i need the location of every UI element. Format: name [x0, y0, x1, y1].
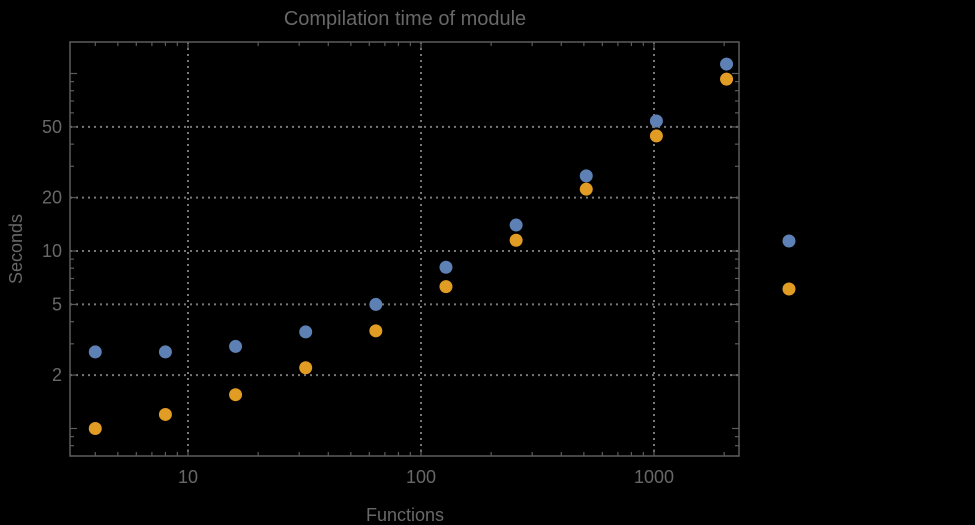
data-points: [88, 57, 734, 435]
x-tick-label-1000: 1000: [634, 467, 674, 487]
y-tick-label-2: 2: [52, 365, 62, 385]
x-tick-label-10: 10: [178, 467, 198, 487]
x-tick-label-100: 100: [406, 467, 436, 487]
point-series-1-x64: [369, 297, 383, 311]
axis-ticks: [70, 42, 739, 457]
point-series-1-x1024: [649, 114, 663, 128]
point-series-2-x8: [158, 407, 172, 421]
point-series-1-x32: [299, 325, 313, 339]
point-series-2-x128: [439, 280, 453, 294]
point-series-2-x2048: [720, 72, 734, 86]
point-series-1-x256: [509, 218, 523, 232]
point-series-1-x16: [229, 339, 243, 353]
y-tick-label-20: 20: [42, 188, 62, 208]
y-tick-label-50: 50: [42, 117, 62, 137]
point-series-2-x256: [509, 233, 523, 247]
y-tick-label-10: 10: [42, 241, 62, 261]
point-series-2-x64: [369, 324, 383, 338]
plot-frame: [69, 41, 740, 457]
y-axis-label: Seconds: [6, 214, 26, 284]
x-axis-label: Functions: [366, 505, 444, 525]
point-series-1-x128: [439, 260, 453, 274]
point-series-1-x4: [88, 345, 102, 359]
legend: [782, 234, 796, 296]
y-tick-label-5: 5: [52, 294, 62, 314]
point-series-2-x4: [88, 422, 102, 435]
gridlines: [70, 42, 739, 456]
point-series-2-x1024: [649, 129, 663, 143]
legend-marker-2: [782, 282, 796, 296]
point-series-1-x8: [158, 345, 172, 359]
point-series-2-x16: [229, 388, 243, 402]
point-series-1-x512: [579, 169, 593, 183]
point-series-1-x2048: [720, 57, 734, 71]
chart-title: Compilation time of module: [284, 8, 526, 30]
point-series-2-x512: [579, 182, 593, 196]
legend-marker-1: [782, 234, 796, 248]
tick-labels: 10 100 1000 2 5 10 20 50: [42, 117, 674, 487]
point-series-2-x32: [299, 361, 313, 375]
